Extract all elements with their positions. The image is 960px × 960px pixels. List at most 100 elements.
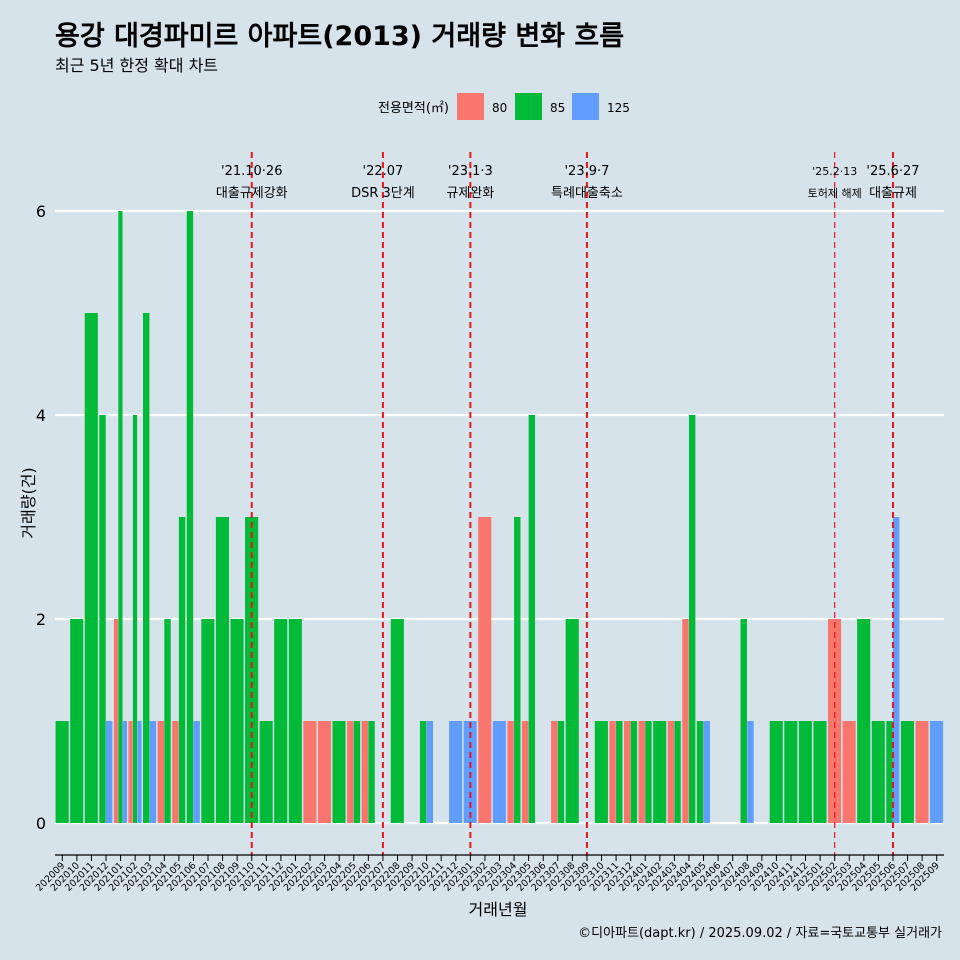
bar-80-202205 (347, 721, 354, 823)
bar-85-202504 (857, 619, 871, 823)
bar-125-202210 (426, 721, 434, 823)
legend-title: 전용면적(㎡) (378, 101, 449, 116)
legend-label-125: 125 (607, 101, 630, 115)
legend-label-80: 80 (492, 101, 507, 115)
bar-80-202304 (507, 721, 514, 823)
x-axis: 2020092020102020112020122021012021022021… (34, 854, 944, 894)
bar-80-202104 (157, 721, 165, 823)
bar-80-202403 (667, 721, 675, 823)
bar-80-202101 (113, 619, 119, 823)
bar-85-202308 (565, 619, 579, 823)
bar-85-202009 (55, 721, 69, 823)
bar-85-202109 (230, 619, 244, 823)
event-name-label: 토허제 해제 (808, 186, 862, 200)
bar-125-202509 (930, 721, 944, 823)
y-tick-label: 6 (36, 202, 46, 221)
bar-80-202302 (478, 517, 492, 823)
bar-85-202412 (798, 721, 812, 823)
y-axis-label: 거래량(건) (19, 467, 38, 538)
bar-125-202303 (492, 721, 506, 823)
bar-series (55, 211, 944, 823)
bar-85-202408 (740, 619, 747, 823)
y-axis: 0 2 4 6 (36, 202, 46, 833)
x-axis-label: 거래년월 (469, 900, 528, 919)
bar-85-202312 (630, 721, 638, 823)
event-lines: '21.10·26 대출규제강화 '22.07 DSR 3단계 '23.1·3 규제완화 '… (216, 152, 920, 855)
bar-85-202307 (557, 721, 565, 823)
bar-85-202208 (390, 619, 404, 823)
event-date-label: '25.6·27 (866, 164, 919, 179)
bar-85-202106 (186, 211, 194, 823)
event-date-label: '23.9·7 (564, 164, 609, 179)
bar-85-202108 (215, 517, 230, 823)
bar-85-202401 (645, 721, 652, 823)
bar-80-202311 (609, 721, 616, 823)
bar-85-202204 (332, 721, 346, 823)
legend: 전용면적(㎡) 80 85 125 (378, 93, 630, 120)
bar-85-202101 (118, 211, 123, 823)
legend-swatch-80 (457, 93, 484, 120)
bar-85-202505 (871, 721, 885, 823)
event-name-label: 대출규제 (869, 186, 917, 201)
bar-85-202506 (886, 721, 893, 823)
event-name-label: 대출규제강화 (216, 186, 288, 201)
bar-125-202106 (193, 721, 200, 823)
y-tick-label: 4 (36, 406, 46, 425)
bar-85-202405 (696, 721, 704, 823)
bar-125-202405 (703, 721, 710, 823)
source-caption: ©디아파트(dapt.kr) / 2025.09.02 / 자료=국토교통부 실… (578, 926, 942, 941)
event-name-label: DSR 3단계 (351, 186, 415, 201)
bar-80-202503 (842, 721, 856, 823)
bar-85-202103 (143, 313, 150, 823)
bar-85-202206 (368, 721, 375, 823)
bar-85-202403 (674, 721, 681, 823)
bar-80-202203 (317, 721, 332, 823)
bar-85-202011 (84, 313, 98, 823)
bar-125-202102 (137, 721, 142, 823)
bar-85-202310 (594, 721, 608, 823)
bar-85-202110 (245, 517, 259, 823)
bar-80-202508 (915, 721, 929, 823)
bar-85-202404 (688, 415, 696, 823)
event-name-label: 규제완화 (446, 186, 494, 201)
bar-125-202101 (122, 721, 127, 823)
bar-80-202404 (682, 619, 689, 823)
bar-85-202305 (528, 415, 536, 823)
y-tick-label: 0 (36, 814, 46, 833)
chart-title: 용강 대경파미르 아파트(2013) 거래량 변화 흐름 (55, 21, 625, 52)
bar-125-202012 (106, 721, 113, 823)
event-date-label: '22.07 (363, 164, 404, 179)
bar-85-202107 (201, 619, 215, 823)
bar-80-202102 (128, 721, 133, 823)
bar-80-202502 (827, 619, 842, 823)
bar-85-202012 (99, 415, 106, 823)
bar-85-202311 (616, 721, 623, 823)
bar-125-202506 (892, 517, 900, 823)
bar-80-202312 (623, 721, 631, 823)
bar-80-202305 (521, 721, 529, 823)
bar-85-202105 (178, 517, 186, 823)
bar-125-202212 (449, 721, 463, 823)
bar-125-202103 (149, 721, 157, 823)
legend-swatch-125 (572, 93, 599, 120)
bar-85-202304 (514, 517, 521, 823)
bar-85-202201 (288, 619, 302, 823)
bar-85-202402 (653, 721, 667, 823)
bar-85-202102 (132, 415, 138, 823)
bar-80-202202 (303, 721, 317, 823)
bar-85-202010 (70, 619, 84, 823)
event-date-label: '25.2·13 (812, 165, 857, 178)
bar-85-202501 (813, 721, 827, 823)
legend-swatch-85 (515, 93, 542, 120)
bar-80-202105 (172, 721, 179, 823)
bar-80-202307 (551, 721, 558, 823)
bar-85-202410 (769, 721, 783, 823)
bar-80-202206 (361, 721, 369, 823)
bar-85-202507 (900, 721, 914, 823)
bar-125-202408 (747, 721, 754, 823)
chart-subtitle: 최근 5년 한정 확대 차트 (55, 56, 219, 75)
bar-85-202210 (419, 721, 427, 823)
bar-80-202401 (638, 721, 645, 823)
event-date-label: '23.1·3 (448, 164, 493, 179)
